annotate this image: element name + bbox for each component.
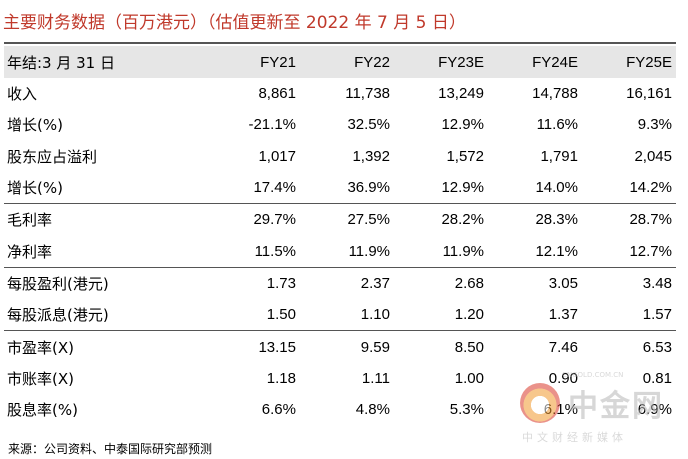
table-cell: 3.48 bbox=[642, 274, 672, 292]
table-cell: 14.0% bbox=[535, 179, 578, 197]
table-cell: 1,791 bbox=[540, 147, 578, 165]
table-cell: 12.9% bbox=[441, 116, 484, 134]
table-cell: 13,249 bbox=[438, 85, 484, 103]
row-label: 股东应占溢利 bbox=[7, 147, 98, 166]
table-cell: 11.6% bbox=[536, 116, 578, 134]
header-col-fy21: FY21 bbox=[260, 53, 296, 71]
table-cell: 6.6% bbox=[261, 401, 296, 419]
table-cell: 14.2% bbox=[629, 179, 672, 197]
table-header-row: 年结:3 月 31 日 FY21 FY22 FY23E FY24E FY25E bbox=[4, 46, 676, 78]
table-cell: 1.18 bbox=[266, 369, 296, 387]
table-cell: 6.53 bbox=[642, 338, 672, 356]
table-row-dividend-yield: 股息率(%) 6.6% 4.8% 5.3% 6.1% 6.9% bbox=[4, 394, 676, 425]
row-label: 毛利率 bbox=[7, 211, 53, 230]
table-cell: 1,017 bbox=[258, 147, 296, 165]
table-cell: 28.2% bbox=[441, 211, 484, 229]
row-label: 增长(%) bbox=[7, 116, 63, 135]
row-label: 市账率(X) bbox=[7, 369, 74, 388]
table-cell: 7.46 bbox=[548, 338, 578, 356]
header-col-fy25e: FY25E bbox=[626, 53, 672, 71]
header-col-fy23e: FY23E bbox=[438, 53, 484, 71]
table-row-eps: 每股盈利(港元) 1.73 2.37 2.68 3.05 3.48 bbox=[4, 266, 676, 299]
table-cell: 1,392 bbox=[352, 147, 390, 165]
table-cell: -21.1% bbox=[248, 116, 296, 134]
table-cell: 11.5% bbox=[254, 242, 296, 260]
table-row-revenue: 收入 8,861 11,738 13,249 14,788 16,161 bbox=[4, 78, 676, 109]
row-label: 股息率(%) bbox=[7, 401, 78, 420]
table-cell: 29.7% bbox=[253, 211, 296, 229]
table-cell: 1.20 bbox=[454, 306, 484, 324]
header-col-fy22: FY22 bbox=[354, 53, 390, 71]
table-cell: 6.9% bbox=[637, 401, 672, 419]
row-label: 每股派息(港元) bbox=[7, 306, 109, 325]
financial-table: 年结:3 月 31 日 FY21 FY22 FY23E FY24E FY25E … bbox=[4, 46, 676, 425]
table-cell: 5.3% bbox=[449, 401, 484, 419]
table-cell: 12.7% bbox=[629, 242, 672, 260]
table-row-revenue-growth: 增长(%) -21.1% 32.5% 12.9% 11.6% 9.3% bbox=[4, 109, 676, 140]
table-cell: 12.9% bbox=[441, 179, 484, 197]
table-cell: 1.37 bbox=[548, 306, 578, 324]
row-label: 每股盈利(港元) bbox=[7, 274, 109, 293]
table-cell: 28.3% bbox=[535, 211, 578, 229]
table-cell: 32.5% bbox=[347, 116, 390, 134]
source-note: 来源：公司资料、中泰国际研究部预测 bbox=[8, 442, 213, 456]
table-cell: 1.50 bbox=[266, 306, 296, 324]
table-cell: 11,738 bbox=[345, 85, 390, 103]
table-cell: 1.57 bbox=[642, 306, 672, 324]
table-row-pb: 市账率(X) 1.18 1.11 1.00 0.90 0.81 bbox=[4, 363, 676, 394]
row-label: 净利率 bbox=[7, 242, 53, 261]
table-cell: 11.9% bbox=[348, 242, 390, 260]
table-row-profit-growth: 增长(%) 17.4% 36.9% 12.9% 14.0% 14.2% bbox=[4, 172, 676, 203]
row-label: 收入 bbox=[7, 85, 38, 104]
table-row-net-margin: 净利率 11.5% 11.9% 11.9% 12.1% 12.7% bbox=[4, 235, 676, 266]
table-cell: 11.9% bbox=[442, 242, 484, 260]
table-row-pe: 市盈率(X) 13.15 9.59 8.50 7.46 6.53 bbox=[4, 330, 676, 362]
table-cell: 12.1% bbox=[535, 242, 578, 260]
top-rule bbox=[4, 42, 676, 44]
table-cell: 1.11 bbox=[361, 369, 390, 387]
table-cell: 2.68 bbox=[454, 274, 484, 292]
table-cell: 2,045 bbox=[634, 147, 672, 165]
table-row-dps: 每股派息(港元) 1.50 1.10 1.20 1.37 1.57 bbox=[4, 299, 676, 330]
header-col-fy24e: FY24E bbox=[532, 53, 578, 71]
table-cell: 13.15 bbox=[258, 338, 296, 356]
table-row-net-profit: 股东应占溢利 1,017 1,392 1,572 1,791 2,045 bbox=[4, 141, 676, 172]
table-cell: 9.59 bbox=[360, 338, 390, 356]
table-cell: 4.8% bbox=[355, 401, 390, 419]
table-cell: 3.05 bbox=[548, 274, 578, 292]
table-cell: 1.00 bbox=[454, 369, 484, 387]
table-cell: 8.50 bbox=[454, 338, 484, 356]
table-cell: 8,861 bbox=[258, 85, 296, 103]
table-title: 主要财务数据（百万港元）（估值更新至 2022 年 7 月 5 日） bbox=[3, 13, 466, 33]
watermark-tagline: 中文财经新媒体 bbox=[522, 431, 627, 444]
table-cell: 6.1% bbox=[543, 401, 578, 419]
table-cell: 1.10 bbox=[360, 306, 390, 324]
table-cell: 17.4% bbox=[253, 179, 296, 197]
table-cell: 1.73 bbox=[266, 274, 296, 292]
table-cell: 27.5% bbox=[347, 211, 390, 229]
table-cell: 9.3% bbox=[637, 116, 672, 134]
row-label: 增长(%) bbox=[7, 179, 63, 198]
table-cell: 28.7% bbox=[629, 211, 672, 229]
table-cell: 36.9% bbox=[347, 179, 390, 197]
table-row-gross-margin: 毛利率 29.7% 27.5% 28.2% 28.3% 28.7% bbox=[4, 203, 676, 235]
table-cell: 16,161 bbox=[626, 85, 672, 103]
table-cell: 2.37 bbox=[360, 274, 390, 292]
header-label: 年结:3 月 31 日 bbox=[7, 53, 115, 72]
table-cell: 1,572 bbox=[446, 147, 484, 165]
table-cell: 0.90 bbox=[548, 369, 578, 387]
table-cell: 14,788 bbox=[532, 85, 578, 103]
row-label: 市盈率(X) bbox=[7, 338, 74, 357]
table-cell: 0.81 bbox=[642, 369, 672, 387]
